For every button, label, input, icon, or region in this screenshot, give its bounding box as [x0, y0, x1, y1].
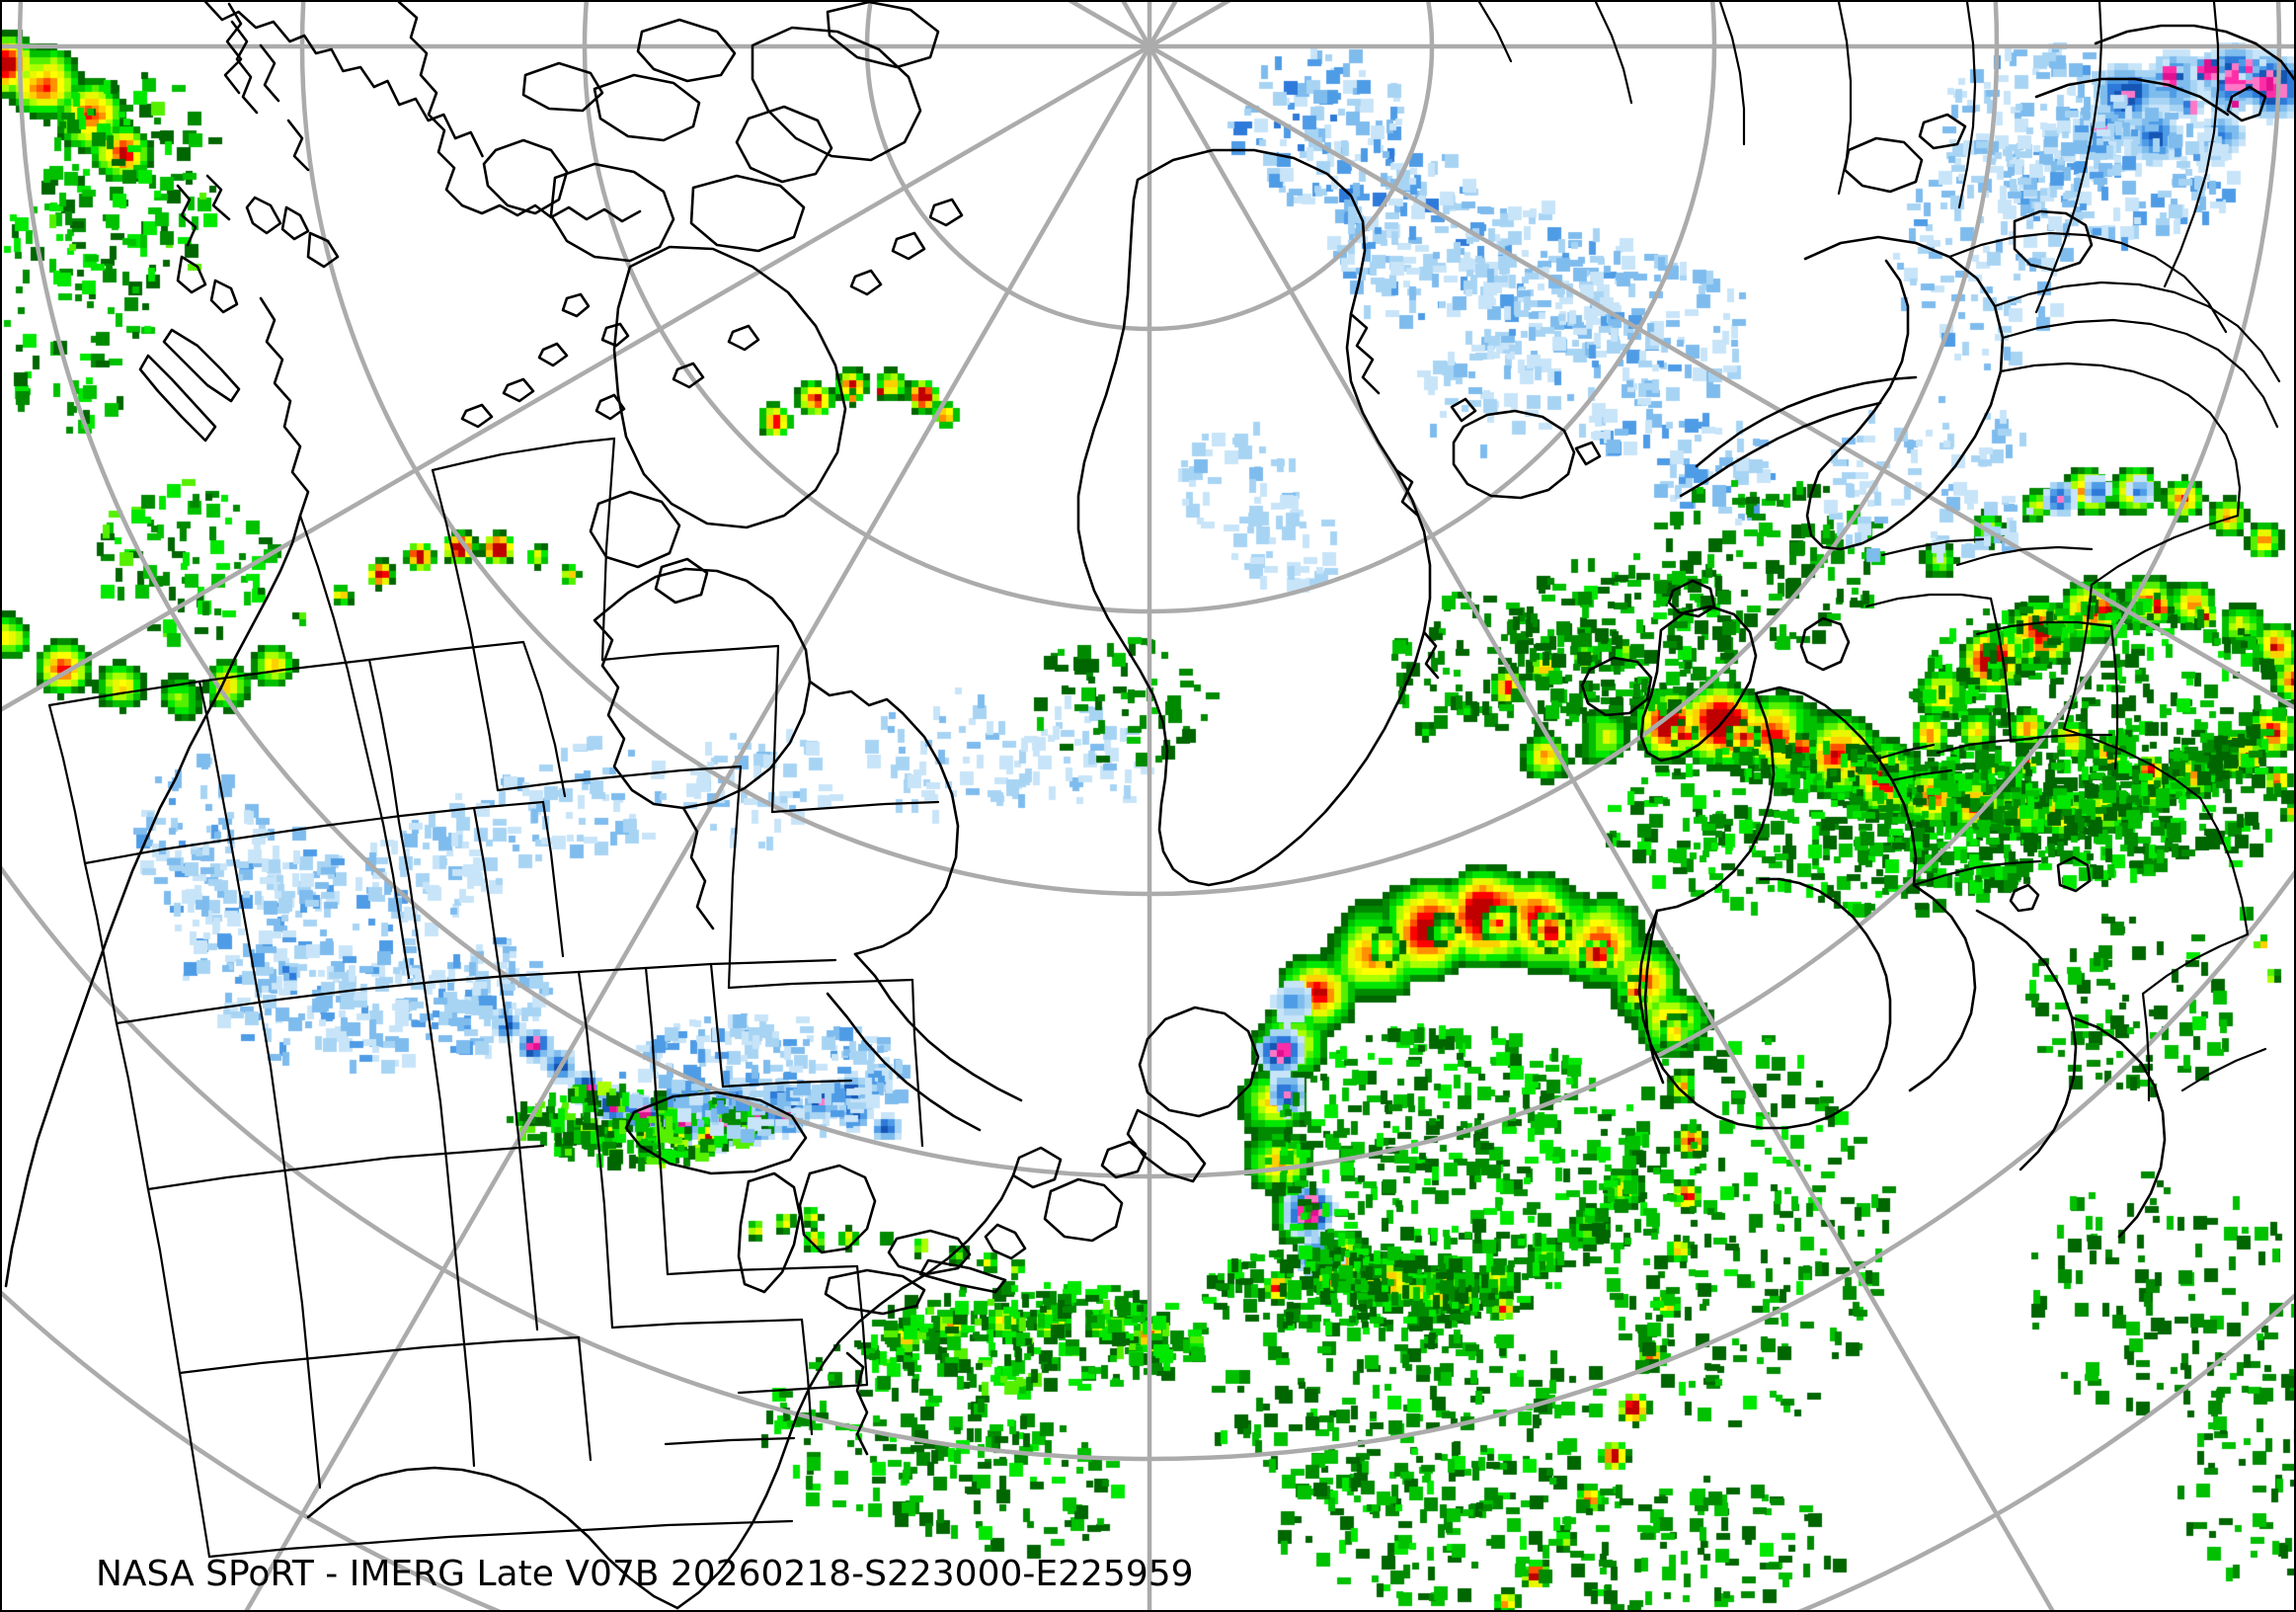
product-caption: NASA SPoRT - IMERG Late V07B 20260218-S2… [96, 1554, 1194, 1594]
